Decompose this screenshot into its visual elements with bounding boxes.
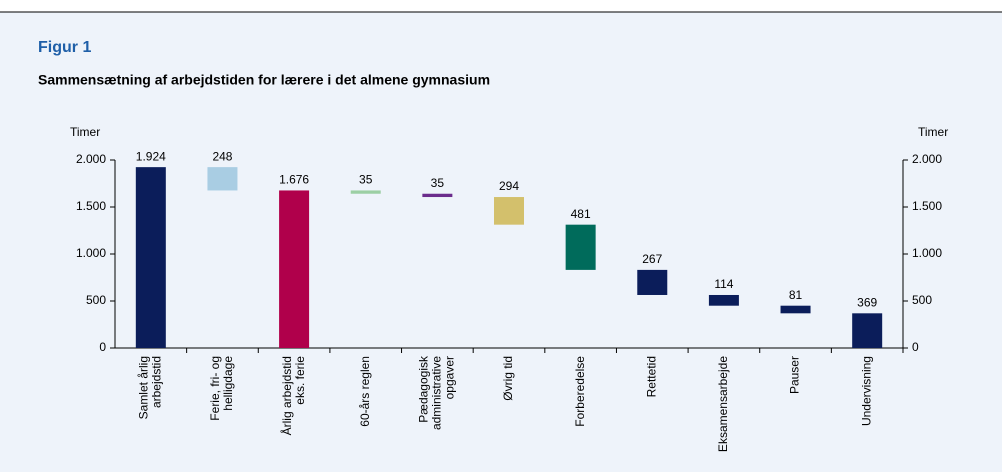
bar (494, 197, 524, 225)
data-label: 267 (642, 252, 662, 266)
data-label: 35 (431, 176, 445, 190)
bar (422, 193, 453, 198)
bar (207, 167, 238, 191)
bar (565, 224, 596, 270)
y2ticks-label: 0 (912, 340, 919, 354)
x-tick-label: arbejdstid (149, 356, 163, 408)
yticks-label: 0 (99, 340, 106, 354)
bar (780, 305, 811, 314)
data-label: 114 (714, 277, 733, 291)
bar (708, 294, 739, 306)
x-tick-label: Forberedelse (573, 356, 587, 427)
data-label: 481 (571, 207, 591, 221)
x-tick-label: Pauser (788, 356, 802, 394)
chart-title: Figur 1 (38, 39, 91, 56)
chart-subtitle: Sammensætning af arbejdstiden for lærere… (38, 72, 490, 88)
bar (279, 190, 310, 348)
data-label: 1.676 (279, 173, 309, 187)
y2ticks-label: 2.000 (912, 152, 942, 166)
data-label: 369 (857, 295, 877, 309)
data-label: 81 (789, 288, 803, 302)
yticks-label: 2.000 (76, 152, 106, 166)
data-label: 35 (359, 173, 373, 187)
y2ticks-label: 1.000 (912, 246, 942, 260)
x-tick-label: Øvrig tid (501, 356, 515, 401)
x-tick-label: opgaver (443, 356, 457, 399)
x-tick-label: Årlig arbejdstid (279, 356, 294, 435)
y2ticks-label: 500 (912, 293, 932, 307)
bar (637, 269, 668, 295)
x-tick-label: administrative (430, 356, 444, 430)
panel (0, 12, 1002, 472)
x-tick-label: Undervisning (859, 356, 873, 426)
x-tick-label: helligdage (221, 356, 235, 411)
x-tick-label: Ferie, fri- og (208, 356, 222, 421)
yticks-label: 1.500 (76, 199, 106, 213)
x-tick-label: Eksamensarbejde (716, 356, 730, 452)
y2ticks-label: 1.500 (912, 199, 942, 213)
x-tick-label: 60-års reglen (358, 356, 372, 427)
yticks-label: 1.000 (76, 246, 106, 260)
x-tick-label: eks. ferie (293, 356, 307, 405)
data-label: 1.924 (136, 149, 166, 163)
bar (135, 167, 166, 348)
y2-axis-label: Timer (918, 125, 948, 139)
yticks-label: 500 (86, 293, 106, 307)
x-tick-label: Samlet årlig (136, 356, 150, 419)
bar (350, 190, 381, 194)
x-tick-label: Rettetid (644, 356, 658, 397)
x-tick-label: Pædagogisk (417, 355, 431, 423)
bar (852, 313, 883, 348)
y-axis-label: Timer (70, 125, 100, 139)
data-label: 294 (499, 179, 519, 193)
data-label: 248 (212, 149, 232, 163)
